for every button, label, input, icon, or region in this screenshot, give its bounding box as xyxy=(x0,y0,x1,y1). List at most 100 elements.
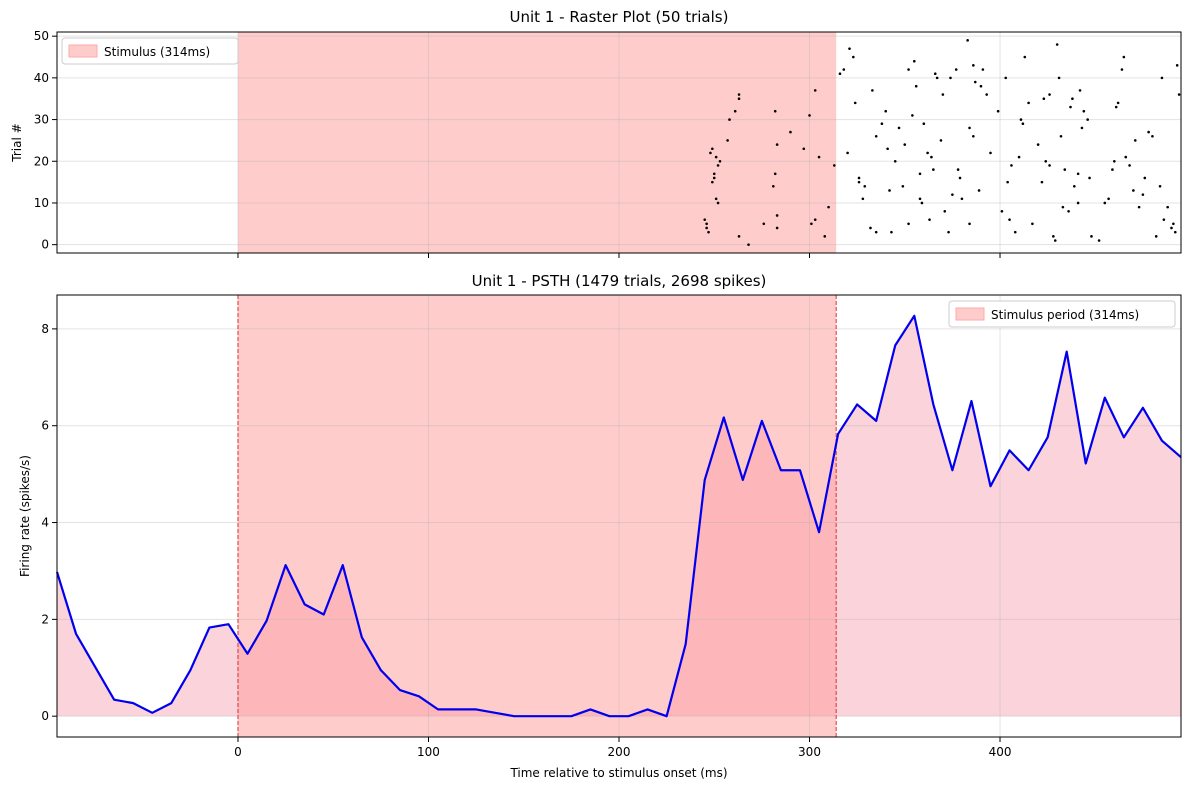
raster-y-tick-label: 0 xyxy=(41,238,49,252)
spike-point xyxy=(1052,235,1055,238)
spike-point xyxy=(903,143,907,146)
psth-legend-box xyxy=(948,300,1176,328)
spike-point xyxy=(773,172,777,176)
spike-point xyxy=(972,64,975,67)
spike-point xyxy=(968,126,971,130)
spike-point xyxy=(716,164,720,167)
spike-point xyxy=(1044,159,1048,163)
spike-point xyxy=(1080,126,1084,130)
spike-point xyxy=(893,159,897,163)
spike-point xyxy=(808,114,811,117)
spike-point xyxy=(958,176,962,180)
spike-point xyxy=(1069,105,1072,109)
spike-point xyxy=(907,68,910,71)
spike-point xyxy=(972,134,975,138)
spike-point xyxy=(737,235,741,238)
spike-point xyxy=(871,89,874,92)
spike-point xyxy=(1154,235,1158,238)
spike-point xyxy=(832,164,836,167)
spike-point xyxy=(1006,180,1009,184)
spike-point xyxy=(813,89,817,92)
spike-point xyxy=(1114,105,1118,109)
raster-y-tick-label: 20 xyxy=(34,154,49,168)
spike-point xyxy=(901,184,905,188)
spike-point xyxy=(1143,176,1147,180)
psth-legend-label: Stimulus period (314ms) xyxy=(991,308,1139,322)
spike-point xyxy=(853,101,857,105)
spike-point xyxy=(1078,89,1082,92)
psth-legend: Stimulus period (314ms) xyxy=(948,300,1176,328)
spike-point xyxy=(846,151,849,155)
spike-point xyxy=(705,226,708,230)
spike-point xyxy=(1175,64,1179,67)
spike-point xyxy=(861,197,865,201)
raster-legend: Stimulus (314ms) xyxy=(61,37,239,65)
raster-panel: 0 10 20 30 40 50 Unit 1 - Raster Plot (50 tri… xyxy=(10,8,1182,258)
spike-point xyxy=(935,76,939,80)
spike-point xyxy=(1097,239,1101,242)
spike-point xyxy=(773,109,777,113)
spike-point xyxy=(1023,55,1027,59)
spike-point xyxy=(1048,93,1051,96)
spike-point xyxy=(857,176,861,180)
spike-point xyxy=(1031,222,1034,226)
spike-point xyxy=(1113,159,1116,163)
psth-y-tick-label: 0 xyxy=(41,709,49,723)
spike-point xyxy=(1090,235,1093,238)
spike-point xyxy=(1124,155,1128,159)
spike-point xyxy=(956,168,960,171)
spike-point xyxy=(1147,130,1150,134)
spike-point xyxy=(1120,68,1124,71)
raster-stimulus-span xyxy=(237,32,837,253)
spike-point xyxy=(1158,184,1162,188)
spike-point xyxy=(897,126,901,130)
spike-point xyxy=(772,184,775,188)
spike-point xyxy=(1019,118,1023,121)
spike-point xyxy=(737,97,741,101)
spike-point xyxy=(1132,189,1135,192)
spike-point xyxy=(705,222,708,226)
spike-point xyxy=(775,226,779,230)
psth-y-tick-label: 4 xyxy=(41,516,49,530)
spike-point xyxy=(947,230,950,234)
spike-point xyxy=(884,109,888,113)
spike-point xyxy=(930,155,933,159)
spike-point xyxy=(728,118,731,121)
raster-y-axis-label: Trial # xyxy=(10,123,24,162)
spike-point xyxy=(941,93,945,96)
raster-y-tick-label: 30 xyxy=(34,113,49,127)
spike-point xyxy=(863,184,867,188)
spike-point xyxy=(709,151,712,155)
spike-point xyxy=(737,93,741,96)
spike-point xyxy=(932,168,935,171)
spike-point xyxy=(714,155,718,159)
psth-x-axis-label: Time relative to stimulus onset (ms) xyxy=(509,766,727,780)
spike-point xyxy=(1076,201,1080,205)
spike-point xyxy=(973,80,977,84)
raster-grid xyxy=(57,32,1181,253)
psth-axes-frame xyxy=(56,294,1182,738)
spike-point xyxy=(1173,230,1177,234)
psth-x-tick-label: 300 xyxy=(798,745,821,759)
spike-point xyxy=(977,189,981,192)
spike-point xyxy=(1166,205,1169,209)
raster-spike-points xyxy=(703,39,1181,246)
spike-point xyxy=(1057,76,1061,80)
spike-point xyxy=(890,230,893,234)
spike-point xyxy=(1013,230,1017,234)
psth-x-tick-label: 400 xyxy=(989,745,1012,759)
spike-point xyxy=(852,55,855,59)
spike-point xyxy=(857,180,861,184)
spike-point xyxy=(1061,205,1065,209)
psth-y-tick-label: 8 xyxy=(41,322,49,336)
spike-point xyxy=(823,235,827,238)
psth-y-tick-label: 2 xyxy=(41,612,49,626)
spike-point xyxy=(827,205,830,209)
spike-point xyxy=(1048,164,1051,167)
raster-legend-box xyxy=(61,37,239,65)
raster-legend-swatch xyxy=(68,44,98,58)
spike-point xyxy=(775,143,779,146)
spike-point xyxy=(1036,143,1040,146)
spike-point xyxy=(939,139,943,142)
